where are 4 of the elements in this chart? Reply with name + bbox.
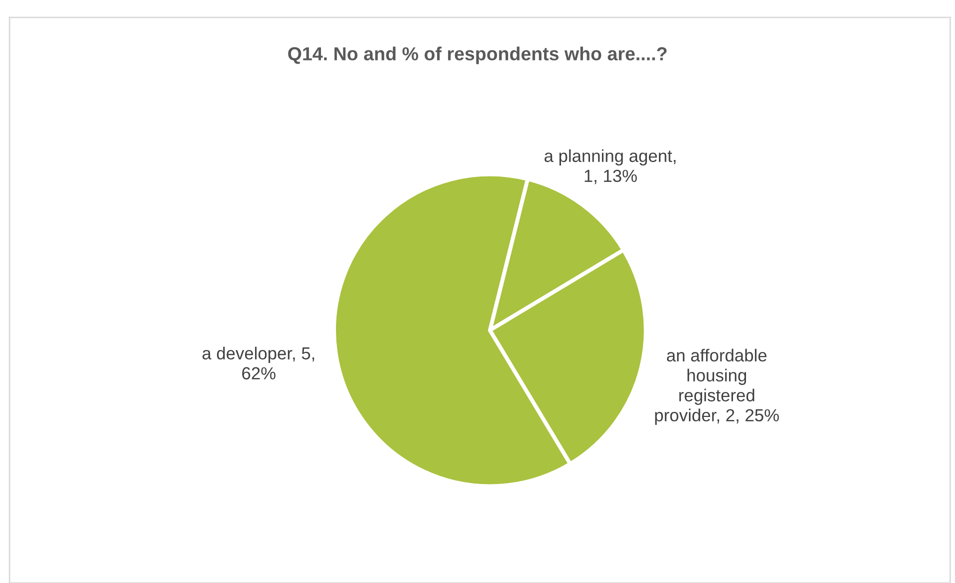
chart-title: Q14. No and % of respondents who are....? [288, 46, 667, 64]
slice-label: a developer, 5, 62% [202, 346, 314, 380]
slice-label: an affordable housing registered provider, 2, 25% [655, 348, 779, 425]
slice-label: a planning agent, 1, 13% [544, 149, 676, 184]
